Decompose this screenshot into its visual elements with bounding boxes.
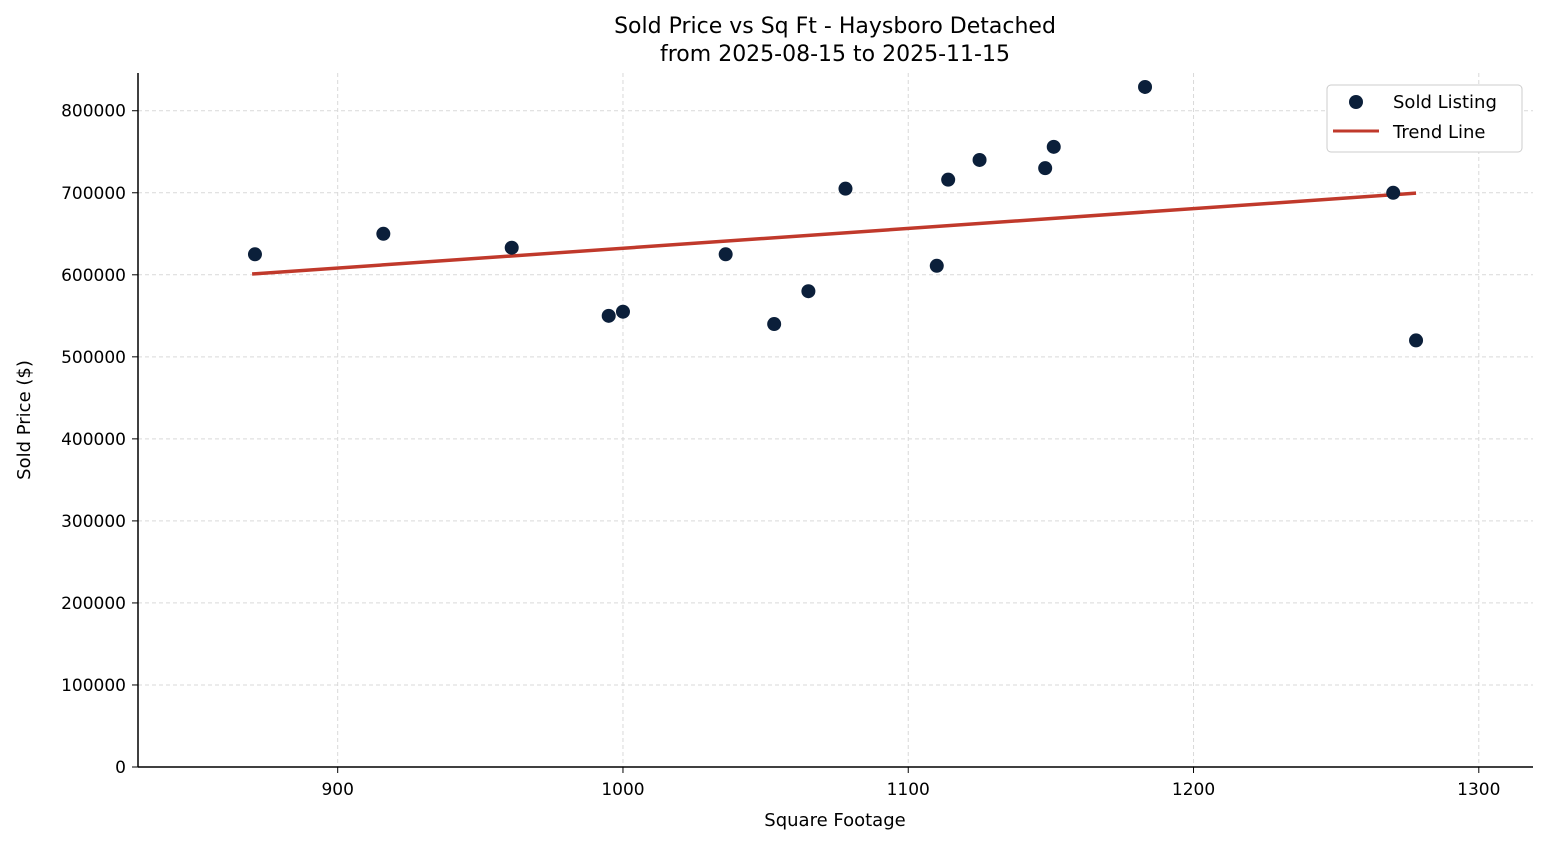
legend-label-trend: Trend Line: [1392, 122, 1486, 143]
y-tick-label: 700000: [61, 184, 126, 204]
legend-marker-sold: [1349, 95, 1363, 109]
data-point: [972, 152, 987, 167]
y-tick-label: 800000: [61, 102, 126, 122]
legend: Sold Listing Trend Line: [1326, 84, 1523, 153]
data-point: [1046, 139, 1061, 154]
data-point: [838, 181, 853, 196]
data-point: [1409, 333, 1424, 348]
data-point: [615, 304, 630, 319]
x-axis-label: Square Footage: [764, 810, 905, 831]
data-point: [1138, 79, 1153, 94]
data-point: [1038, 161, 1053, 176]
data-point: [941, 172, 956, 187]
chart-subtitle: from 2025-08-15 to 2025-11-15: [660, 42, 1010, 67]
data-point: [504, 240, 519, 255]
y-tick-label: 400000: [61, 430, 126, 450]
x-tick-label: 1300: [1457, 780, 1500, 800]
y-axis-label: Sold Price ($): [14, 360, 35, 480]
x-tick-label: 900: [321, 780, 353, 800]
legend-label-sold: Sold Listing: [1393, 92, 1497, 113]
y-tick-label: 200000: [61, 594, 126, 614]
data-point: [767, 317, 782, 332]
y-tick-label: 0: [115, 758, 126, 778]
y-tick-label: 500000: [61, 348, 126, 368]
data-point: [247, 247, 262, 262]
data-point: [929, 258, 944, 273]
x-tick-label: 1000: [601, 780, 644, 800]
trend-line: [251, 191, 1417, 276]
data-point: [801, 284, 816, 299]
data-point: [601, 308, 616, 323]
data-point: [1386, 185, 1401, 200]
chart-title: Sold Price vs Sq Ft - Haysboro Detached: [614, 14, 1056, 39]
y-tick-label: 600000: [61, 266, 126, 286]
data-point: [718, 247, 733, 262]
data-point: [376, 226, 391, 241]
x-tick-label: 1200: [1172, 780, 1215, 800]
y-tick-label: 300000: [61, 512, 126, 532]
x-tick-label: 1100: [887, 780, 930, 800]
y-tick-label: 100000: [61, 676, 126, 696]
